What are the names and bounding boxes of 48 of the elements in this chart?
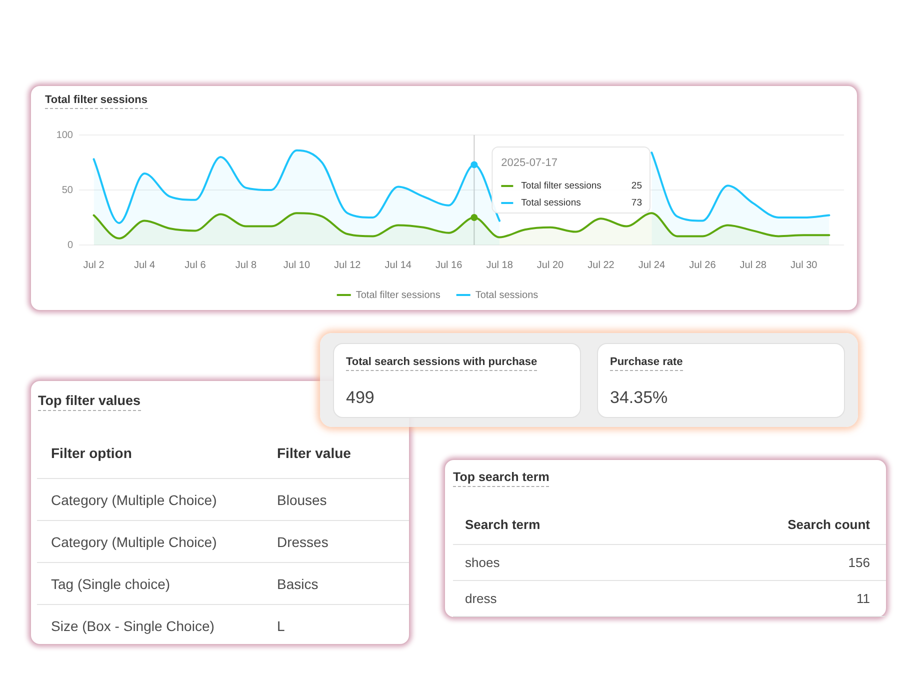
y-tick-label: 0 [67,240,74,251]
legend-label: Total sessions [521,198,582,209]
text: L [277,617,285,636]
text: Total search sessions with purchase [346,356,538,371]
text: Top filter values [38,393,141,411]
text: Filter value [277,444,351,463]
text: 499 [346,388,374,408]
text: Filter option [51,444,132,463]
x-tick-label: Jul 2 [83,260,105,271]
text: Purchase rate [610,356,683,371]
x-tick-label: Jul 28 [740,260,767,271]
ref-line-label: 2025-07-17 [501,157,558,170]
annotation: 25 [631,180,642,192]
text: Basics [277,575,318,594]
text: Total sessions [475,290,538,301]
x-tick-label: Jul 10 [283,260,310,271]
x-tick-label: Jul 20 [536,260,564,271]
text: Blouses [277,491,327,510]
x-tick-label: Jul 12 [334,260,362,271]
legend-label: Total filter sessions [521,180,602,192]
x-tick-label: Jul 16 [435,260,463,271]
y-tick-label: 100 [56,130,74,141]
category-label: shoes [465,554,500,572]
x-tick-label: Jul 14 [384,260,412,271]
text: Top search term [453,470,550,487]
x-tick-label: Jul 22 [588,260,615,271]
chart-title: Total filter sessions [45,94,148,109]
x-tick-label: Jul 18 [486,260,514,271]
text: Total filter sessions [356,290,440,301]
text: 34.35% [610,388,668,408]
x-tick-label: Jul 6 [184,260,206,271]
data-label: 11 [856,590,870,608]
x-tick-label: Jul 8 [235,260,257,271]
category-label: dress [465,590,497,608]
text: Category (Multiple Choice) [51,533,217,552]
x-tick-label: Jul 30 [790,260,818,271]
text: Category (Multiple Choice) [51,491,217,510]
text: Tag (Single choice) [51,575,170,594]
x-tick-label: Jul 24 [638,260,666,271]
text: Dresses [277,533,328,552]
x-tick-label: Jul 26 [689,260,716,271]
text: Search term [465,516,540,534]
x-tick-label: Jul 4 [134,260,156,271]
y-tick-label: 50 [62,184,74,196]
annotation: 73 [631,198,642,209]
text: Size (Box - Single Choice) [51,617,214,636]
data-label: 156 [848,554,870,572]
text: Search count [788,516,870,534]
